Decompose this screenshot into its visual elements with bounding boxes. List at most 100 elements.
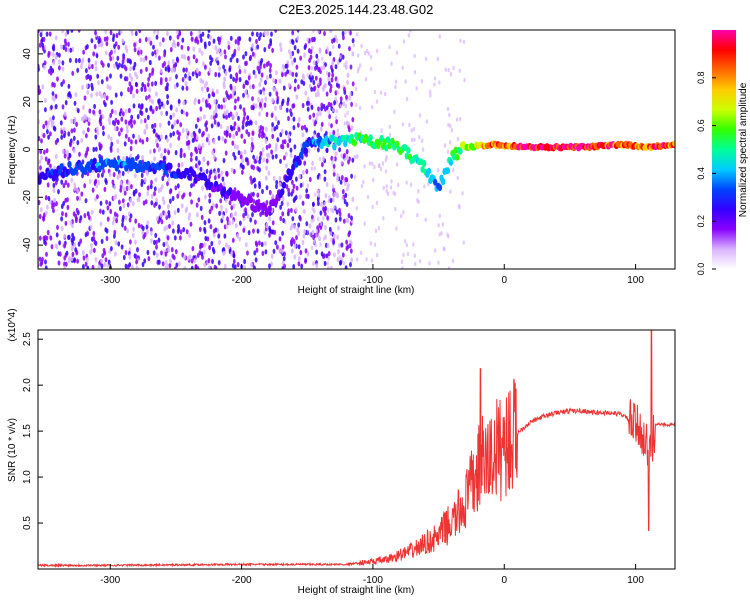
heatmap-cell: [128, 262, 132, 268]
heatmap-cell: [316, 196, 320, 202]
heatmap-cell: [50, 244, 54, 250]
heatmap-cell: [124, 133, 128, 139]
heatmap-cell: [451, 258, 455, 264]
heatmap-cell: [408, 122, 411, 128]
heatmap-cell: [241, 157, 245, 164]
heatmap-cell: [284, 71, 287, 77]
heatmap-cell: [218, 239, 221, 245]
heatmap-cell: [94, 146, 98, 152]
heatmap-cell: [225, 171, 229, 177]
heatmap-cell: [320, 251, 324, 257]
heatmap-cell: [321, 86, 325, 92]
heatmap-cell: [364, 77, 368, 82]
heatmap-cell: [305, 193, 308, 199]
heatmap-cell: [216, 227, 220, 233]
heatmap-cell: [73, 100, 77, 106]
heatmap-cell: [86, 146, 90, 152]
heatmap-cell: [236, 262, 240, 268]
heatmap-cell: [125, 128, 129, 134]
heatmap-cell: [192, 54, 196, 60]
heatmap-cell: [207, 140, 211, 146]
heatmap-cell: [86, 127, 90, 133]
heatmap-cell: [132, 133, 135, 139]
heatmap-cell: [188, 60, 191, 66]
heatmap-cell: [187, 173, 192, 181]
heatmap-cell: [461, 191, 464, 196]
heatmap-cell: [88, 108, 92, 114]
heatmap-cell: [238, 236, 242, 242]
heatmap-cell: [182, 192, 186, 198]
heatmap-cell: [264, 240, 267, 247]
heatmap-cell: [60, 134, 64, 140]
heatmap-cell: [119, 180, 123, 186]
heatmap-cell: [279, 42, 282, 48]
heatmap-cell: [89, 224, 93, 230]
heatmap-cell: [184, 73, 187, 79]
heatmap-cell: [304, 90, 308, 96]
heatmap-cell: [185, 128, 189, 134]
heatmap-cell: [328, 51, 332, 57]
heatmap-cell: [38, 159, 42, 165]
heatmap-cell: [120, 91, 123, 97]
heatmap-cell: [199, 106, 203, 112]
heatmap-cell: [72, 211, 76, 217]
heatmap-cell: [265, 126, 268, 132]
heatmap-cell: [197, 99, 201, 105]
heatmap-cell: [180, 44, 184, 50]
heatmap-cell: [129, 213, 133, 219]
heatmap-cell: [437, 260, 440, 265]
heatmap-cell: [350, 125, 354, 131]
heatmap-cell: [287, 208, 291, 214]
heatmap-cell: [243, 111, 247, 117]
heatmap-cell: [129, 153, 133, 159]
y-tick-label: 20: [22, 96, 33, 108]
heatmap-cell: [289, 239, 293, 245]
heatmap-cell: [244, 79, 248, 85]
heatmap-cell: [93, 103, 96, 110]
heatmap-cell: [164, 265, 168, 269]
heatmap-cell: [237, 46, 241, 52]
heatmap-cell: [306, 37, 309, 42]
heatmap-cell: [350, 257, 353, 263]
heatmap-cell: [183, 254, 186, 260]
heatmap-cell: [366, 194, 370, 200]
heatmap-cell: [115, 218, 118, 224]
heatmap-cell: [310, 86, 314, 92]
heatmap-cell: [672, 140, 675, 147]
heatmap-cell: [122, 186, 126, 192]
heatmap-cell: [279, 46, 283, 53]
heatmap-cell: [297, 117, 301, 123]
heatmap-cell: [294, 207, 298, 213]
colorbar-strip: [712, 30, 736, 269]
heatmap-cell: [326, 48, 330, 53]
heatmap-cell: [135, 265, 139, 269]
heatmap-cell: [293, 86, 297, 92]
heatmap-cell: [54, 35, 58, 41]
heatmap-cell: [312, 260, 315, 267]
heatmap-cell: [46, 182, 50, 188]
heatmap-cell: [189, 221, 193, 227]
heatmap-cell: [379, 166, 383, 172]
heatmap-cell: [42, 36, 46, 42]
heatmap-cell: [413, 253, 416, 258]
heatmap-cell: [130, 76, 134, 82]
heatmap-cell: [44, 156, 48, 162]
heatmap-cell: [203, 262, 207, 268]
heatmap-cell: [275, 124, 279, 130]
heatmap-cell: [456, 175, 459, 181]
heatmap-cell: [43, 239, 46, 245]
heatmap-cell: [232, 203, 236, 209]
heatmap-cell: [166, 99, 170, 106]
heatmap-cell: [137, 50, 140, 56]
heatmap-cell: [343, 62, 346, 68]
heatmap-cell: [328, 226, 332, 233]
heatmap-cell: [287, 191, 291, 197]
heatmap-cell: [437, 223, 440, 228]
heatmap-cell: [75, 121, 78, 127]
heatmap-cell: [299, 249, 303, 256]
heatmap-cell: [424, 217, 427, 222]
heatmap-cell: [108, 119, 112, 126]
heatmap-cell: [333, 100, 336, 106]
heatmap-cell: [80, 191, 84, 197]
heatmap-cell: [195, 73, 199, 79]
